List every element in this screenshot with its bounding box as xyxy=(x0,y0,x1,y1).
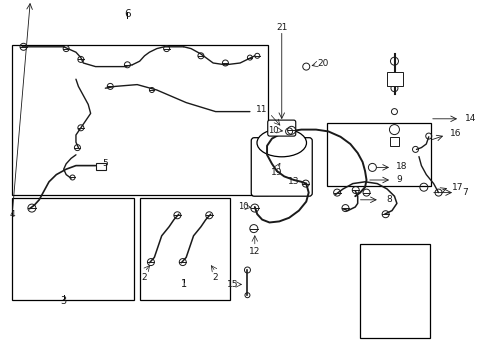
Text: 15: 15 xyxy=(227,280,239,289)
Text: 21: 21 xyxy=(276,22,288,31)
Bar xyxy=(360,244,430,338)
Text: 10: 10 xyxy=(238,202,249,211)
Text: 18: 18 xyxy=(396,162,408,171)
Text: 9: 9 xyxy=(396,175,402,184)
Text: 2: 2 xyxy=(142,273,147,282)
Text: 4: 4 xyxy=(9,210,15,219)
Text: 20: 20 xyxy=(318,58,329,68)
Text: 16: 16 xyxy=(450,129,462,138)
Text: 3: 3 xyxy=(61,296,67,306)
Text: 11: 11 xyxy=(256,105,268,114)
Bar xyxy=(96,163,106,170)
Bar xyxy=(327,123,431,186)
FancyBboxPatch shape xyxy=(251,138,312,196)
Text: 8: 8 xyxy=(387,195,392,204)
Text: 2: 2 xyxy=(213,273,219,282)
Ellipse shape xyxy=(257,129,307,157)
Text: 1: 1 xyxy=(181,279,187,289)
FancyBboxPatch shape xyxy=(268,120,296,136)
Text: 13: 13 xyxy=(288,177,300,186)
Text: 7: 7 xyxy=(463,188,468,197)
Bar xyxy=(387,72,403,86)
Bar xyxy=(390,137,399,146)
Text: 10: 10 xyxy=(268,126,279,135)
Text: 6: 6 xyxy=(124,9,131,19)
Bar xyxy=(12,198,134,300)
Text: 5: 5 xyxy=(102,159,108,168)
Text: 14: 14 xyxy=(465,114,476,123)
Text: 19: 19 xyxy=(271,168,283,177)
Text: 17: 17 xyxy=(452,183,464,192)
Text: 12: 12 xyxy=(249,248,261,256)
Bar xyxy=(12,45,268,195)
Bar xyxy=(140,198,230,300)
